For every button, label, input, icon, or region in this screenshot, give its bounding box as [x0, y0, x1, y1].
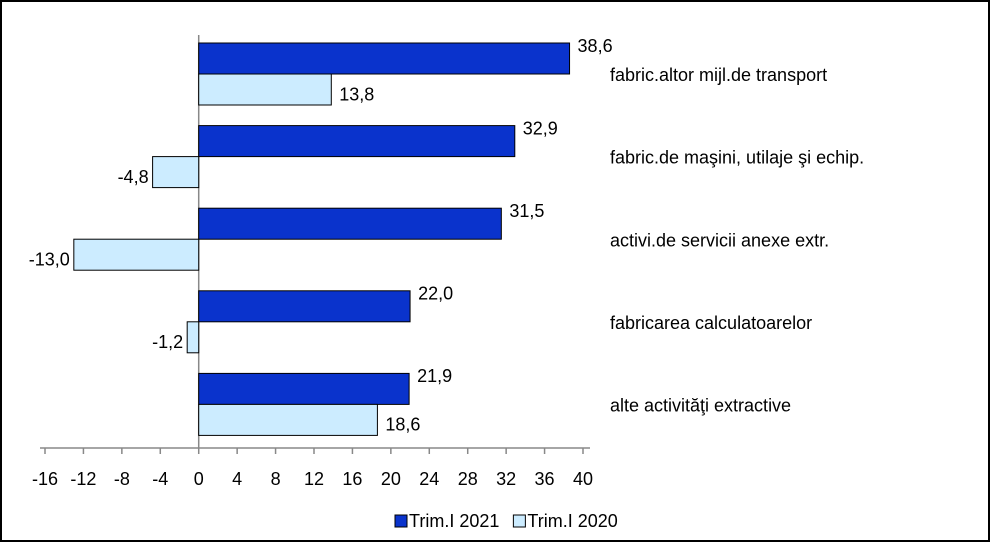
value-label: 18,6 — [385, 415, 420, 435]
bar — [152, 156, 200, 189]
value-label: 32,9 — [523, 118, 558, 138]
x-tick-label: 16 — [342, 469, 362, 489]
bar — [198, 42, 571, 75]
value-label: 22,0 — [418, 284, 453, 304]
value-label: 13,8 — [339, 84, 374, 104]
bar — [198, 290, 411, 323]
legend-swatch — [394, 514, 408, 528]
bar — [198, 207, 502, 240]
bar — [198, 73, 332, 106]
x-tick-label: 40 — [573, 469, 593, 489]
x-tick-label: 20 — [381, 469, 401, 489]
category-label: fabric.de maşini, utilaje şi echip. — [610, 148, 864, 168]
legend-label: Trim.I 2020 — [527, 511, 617, 531]
x-tick-label: 8 — [271, 469, 281, 489]
x-tick-label: -12 — [70, 469, 96, 489]
x-tick-label: 28 — [458, 469, 478, 489]
x-tick-label: -4 — [152, 469, 168, 489]
bar — [186, 321, 200, 354]
value-label: -4,8 — [118, 167, 149, 187]
x-tick-label: 0 — [194, 469, 204, 489]
x-tick-label: 24 — [419, 469, 439, 489]
x-tick-label: 36 — [535, 469, 555, 489]
x-tick-label: 12 — [304, 469, 324, 489]
bar — [73, 238, 200, 271]
x-tick-label: 4 — [232, 469, 242, 489]
legend-label: Trim.I 2021 — [409, 511, 499, 531]
value-label: 38,6 — [578, 36, 613, 56]
category-label: activi.de servicii anexe extr. — [610, 230, 829, 250]
legend-swatch — [512, 514, 526, 528]
value-label: 31,5 — [509, 201, 544, 221]
x-tick-label: -8 — [114, 469, 130, 489]
category-label: fabricarea calculatoarelor — [610, 313, 812, 333]
value-label: -13,0 — [29, 249, 70, 269]
value-label: 21,9 — [417, 366, 452, 386]
bar — [198, 372, 410, 405]
x-tick-label: -16 — [32, 469, 58, 489]
category-label: fabric.altor mijl.de transport — [610, 65, 827, 85]
bar — [198, 125, 516, 158]
x-tick-label: 32 — [496, 469, 516, 489]
bar — [198, 403, 378, 436]
category-label: alte activităţi extractive — [610, 395, 791, 415]
value-label: -1,2 — [152, 332, 183, 352]
